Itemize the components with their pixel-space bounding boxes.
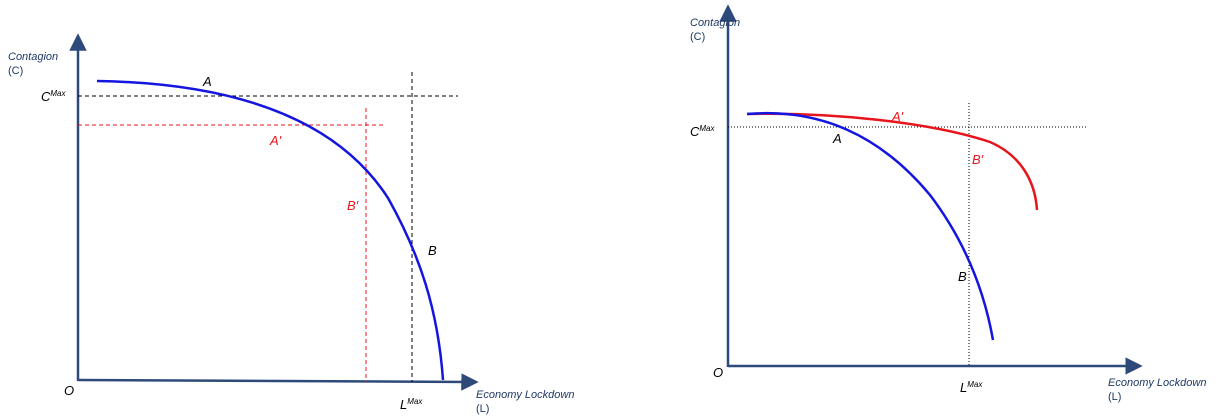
- left-point-b-prime: B': [347, 198, 359, 213]
- left-y-axis-abbr: (C): [8, 65, 23, 77]
- right-origin-label: O: [713, 365, 723, 380]
- right-point-a: A: [832, 131, 842, 146]
- left-cmax-label: CMax: [41, 89, 67, 104]
- left-blue-curve: [96, 79, 445, 381]
- right-point-b: B: [958, 269, 967, 284]
- right-point-a-prime: A': [891, 109, 904, 124]
- left-x-axis-label: Economy Lockdown: [476, 389, 574, 401]
- left-y-axis-label: Contagion: [8, 51, 58, 63]
- left-origin-label: O: [64, 383, 74, 398]
- right-point-b-prime: B': [972, 152, 984, 167]
- right-cmax-label: CMax: [690, 124, 716, 139]
- right-y-axis-abbr: (C): [690, 31, 705, 43]
- right-red-curve: [746, 112, 1039, 211]
- left-point-b: B: [428, 243, 437, 258]
- right-diagram: Contagion (C) Economy Lockdown (L) O CMa…: [690, 4, 1206, 403]
- right-x-axis-abbr: (L): [1108, 391, 1121, 403]
- right-x-axis-label: Economy Lockdown: [1108, 377, 1206, 389]
- right-lmax-label: LMax: [960, 380, 983, 395]
- left-point-a-prime: A': [269, 133, 282, 148]
- left-diagram: Contagion (C) Economy Lockdown (L) O CMa…: [8, 33, 574, 415]
- right-blue-curve: [746, 111, 995, 341]
- right-y-axis-label: Contagion: [690, 17, 740, 29]
- left-lmax-label: LMax: [400, 397, 423, 412]
- left-point-a: A: [202, 74, 212, 89]
- left-x-axis: [77, 373, 479, 391]
- left-x-axis-abbr: (L): [476, 403, 489, 415]
